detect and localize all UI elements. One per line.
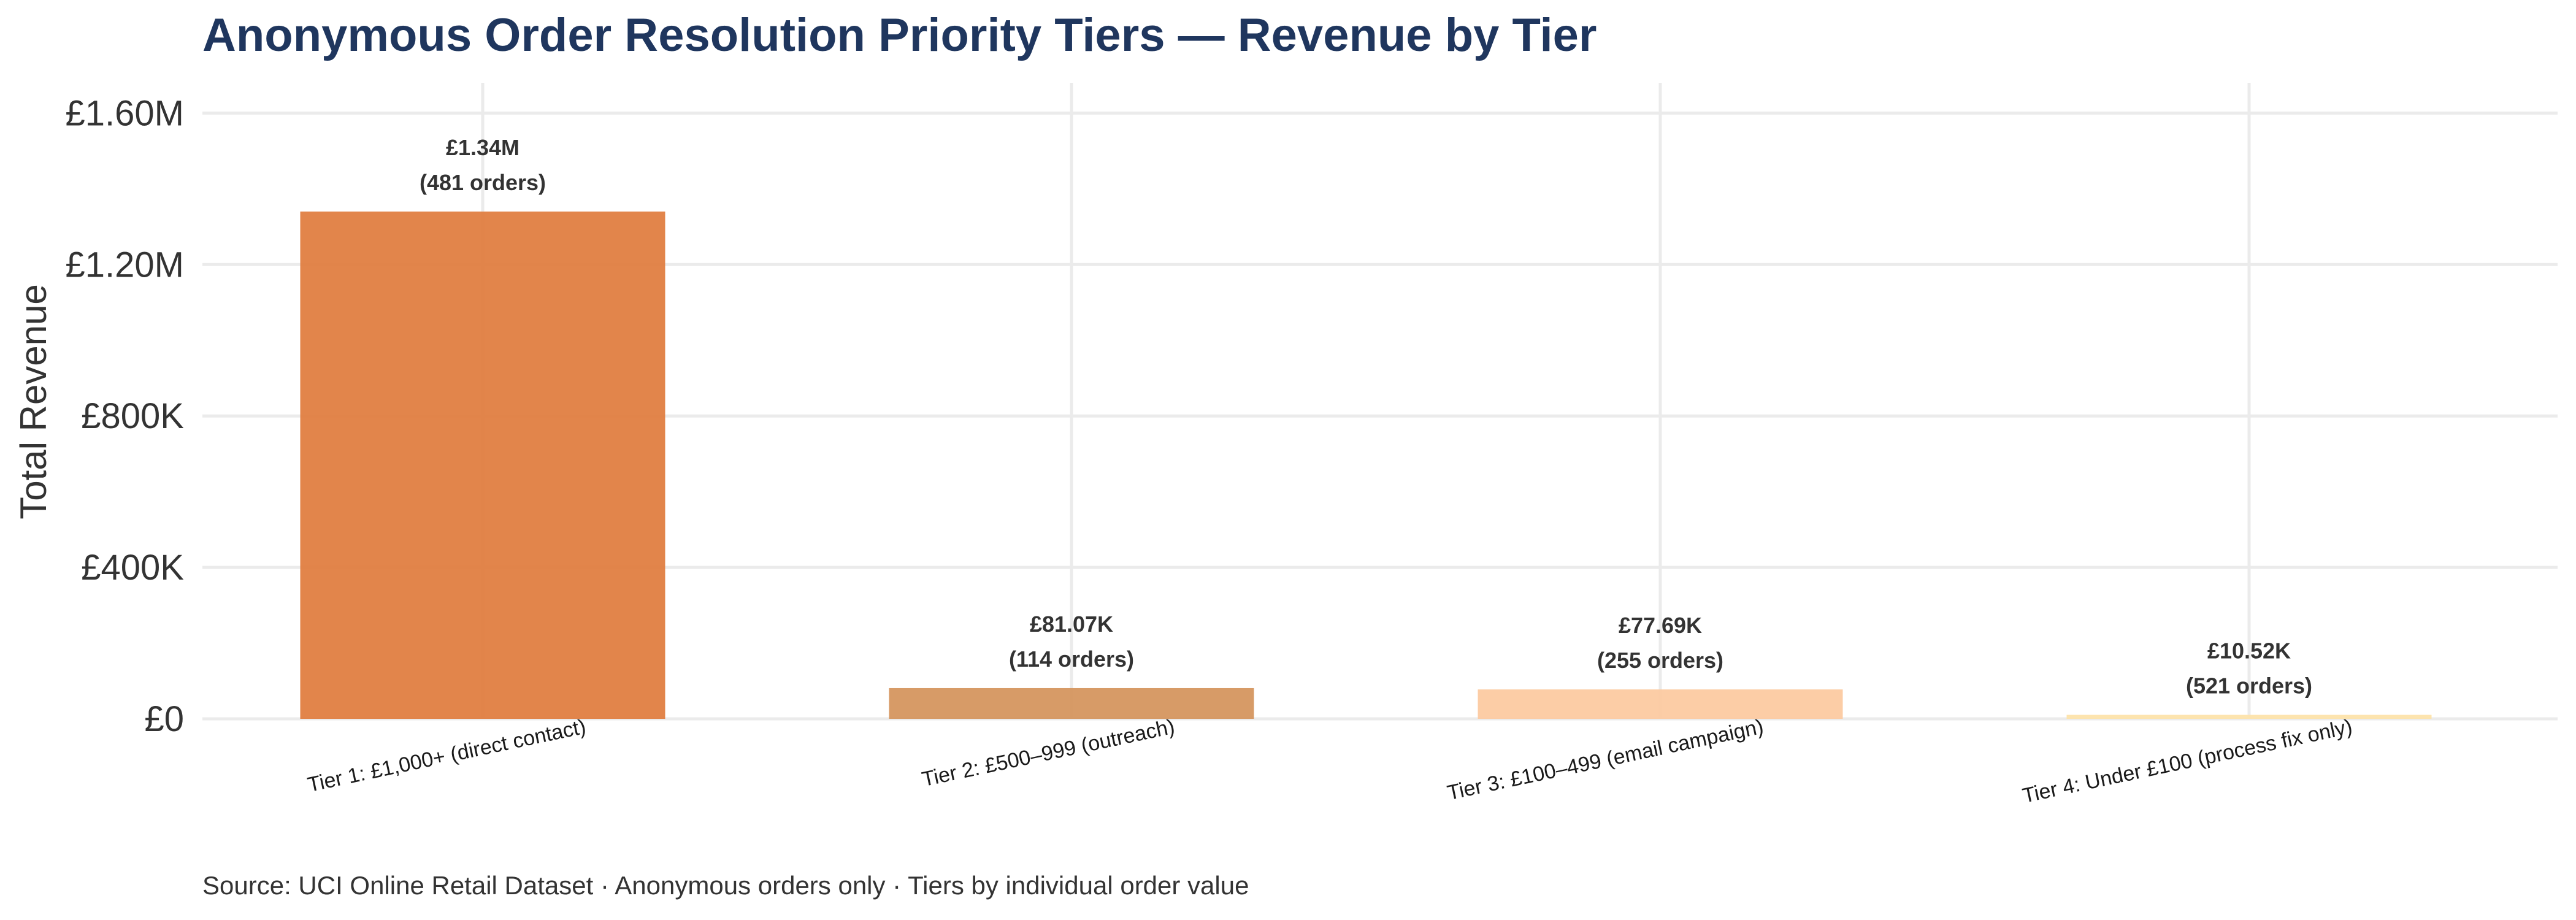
bar-value-label: £10.52K [2207,638,2291,664]
chart-caption: Source: UCI Online Retail Dataset · Anon… [202,871,1249,900]
bars-layer [300,211,2432,719]
y-tick-label: £800K [81,396,184,436]
x-tick-label: Tier 2: £500–999 (outreach) [920,715,1177,792]
y-tick-label: £400K [81,548,184,588]
bar-order-count-label: (521 orders) [2186,673,2312,699]
bar [300,211,665,719]
bar-order-count-label: (255 orders) [1597,648,1723,673]
y-tick-label: £1.60M [66,93,184,133]
y-axis: £0 £400K £800K £1.20M £1.60M [66,93,185,739]
data-labels-layer: £1.34M (481 orders) £81.07K (114 orders) £77… [420,135,2312,699]
chart-title: Anonymous Order Resolution Priority Tier… [202,9,1597,61]
x-tick-label: Tier 1: £1,000+ (direct contact) [305,715,588,797]
y-tick-label: £0 [144,699,184,739]
bar [2066,715,2432,719]
bar-value-label: £1.34M [446,135,519,160]
bar [1478,689,1843,719]
bar-order-count-label: (114 orders) [1009,646,1134,672]
bar-value-label: £81.07K [1030,611,1113,637]
x-axis: Tier 1: £1,000+ (direct contact) Tier 2: … [305,715,2354,808]
bar [889,688,1254,719]
x-tick-label: Tier 4: Under £100 (process fix only) [2020,715,2355,808]
x-tick-label: Tier 3: £100–499 (email campaign) [1445,715,1765,805]
bar-value-label: £77.69K [1619,613,1702,638]
y-tick-label: £1.20M [66,245,184,285]
y-axis-title: Total Revenue [13,284,54,519]
bar-order-count-label: (481 orders) [420,170,546,195]
